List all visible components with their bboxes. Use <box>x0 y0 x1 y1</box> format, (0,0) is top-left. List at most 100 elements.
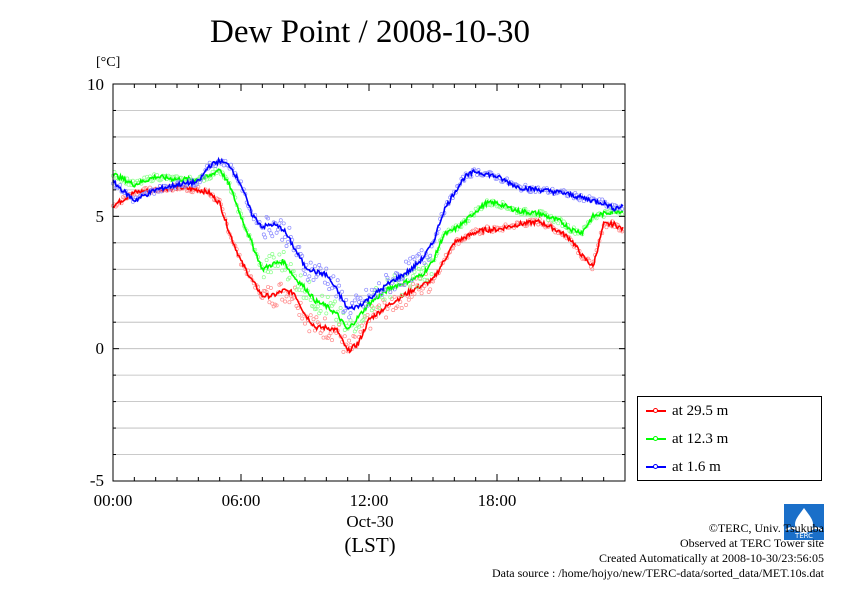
data-point <box>325 295 330 299</box>
data-point <box>421 265 425 270</box>
data-point <box>278 218 283 223</box>
data-point <box>377 281 381 286</box>
data-point <box>202 174 206 179</box>
data-point <box>404 259 408 264</box>
data-point <box>328 331 333 336</box>
data-point <box>419 269 424 274</box>
data-point <box>295 306 300 311</box>
data-point <box>340 289 344 294</box>
data-point <box>385 306 390 311</box>
data-point <box>318 309 323 313</box>
data-point <box>425 277 430 282</box>
data-point <box>297 244 302 249</box>
data-point <box>574 192 579 197</box>
data-point <box>416 267 421 272</box>
data-point <box>287 275 292 280</box>
data-point <box>270 234 275 239</box>
data-point <box>285 239 290 244</box>
data-point <box>313 264 317 269</box>
data-point <box>271 255 276 260</box>
data-point <box>330 338 334 343</box>
data-point <box>266 216 270 221</box>
data-source-text: Data source : /home/hojyo/new/TERC-data/… <box>491 566 824 580</box>
data-point <box>550 186 555 191</box>
x-tick-label-1800: 18:00 <box>477 491 517 510</box>
data-point <box>348 311 353 316</box>
data-point <box>304 296 309 300</box>
y-tick-label-0: 0 <box>95 339 105 358</box>
data-point <box>118 183 123 188</box>
data-point <box>194 182 199 187</box>
data-point <box>267 228 272 233</box>
legend-item-29-5m: at 29.5 m <box>646 400 728 422</box>
data-point <box>229 162 233 167</box>
data-point <box>307 329 312 334</box>
data-point <box>264 258 269 263</box>
data-point <box>419 291 424 296</box>
y-tick-label-5: 5 <box>95 207 105 226</box>
grid-lines <box>113 110 625 455</box>
data-point <box>301 295 306 300</box>
data-point <box>150 178 155 183</box>
data-point <box>377 306 381 311</box>
data-point <box>392 287 397 292</box>
data-point <box>314 315 319 320</box>
data-point <box>388 295 393 300</box>
data-point <box>358 296 363 301</box>
created-text: Created Automatically at 2008-10-30/23:5… <box>599 551 824 565</box>
data-point <box>317 263 322 267</box>
data-point <box>362 314 367 318</box>
data-point <box>408 284 413 289</box>
data-point <box>384 315 389 320</box>
data-point <box>303 321 307 326</box>
data-point <box>322 280 327 285</box>
data-point <box>295 284 300 289</box>
data-point <box>412 269 417 274</box>
data-point <box>261 275 266 280</box>
y-axis-unit-label: [°C] <box>96 55 121 70</box>
data-point <box>371 306 376 311</box>
legend: at 29.5 m at 12.3 m at 1.6 m <box>637 396 822 481</box>
data-point <box>379 292 384 297</box>
data-point <box>418 277 423 282</box>
data-point <box>291 295 296 300</box>
data-point <box>429 272 434 277</box>
data-point <box>577 198 582 203</box>
observed-text: Observed at TERC Tower site <box>679 536 824 550</box>
data-point <box>334 317 339 322</box>
plot-frame <box>112 83 626 482</box>
data-point <box>318 266 323 271</box>
data-point <box>288 262 293 267</box>
data-point <box>284 244 289 248</box>
data-point <box>352 298 357 303</box>
data-point <box>268 270 273 275</box>
data-point <box>322 316 327 321</box>
data-point <box>532 213 536 218</box>
data-point <box>274 230 279 235</box>
data-point <box>422 261 427 266</box>
data-point <box>311 277 316 282</box>
data-point <box>311 317 316 322</box>
data-point <box>342 308 347 313</box>
data-point <box>402 283 407 288</box>
data-point <box>308 298 313 302</box>
data-point <box>354 326 359 331</box>
data-point <box>308 260 313 265</box>
data-point <box>388 290 393 295</box>
data-point <box>159 177 164 182</box>
data-point <box>263 235 268 240</box>
data-point <box>357 324 361 329</box>
data-point <box>404 303 408 307</box>
data-point <box>338 306 343 310</box>
data-point <box>251 217 256 222</box>
data-point <box>307 274 312 279</box>
data-point <box>406 297 411 302</box>
data-point <box>399 293 404 298</box>
data-point <box>325 282 330 287</box>
data-point <box>324 266 329 271</box>
credits: ©TERC, Univ. Tsukuba Observed at TERC To… <box>492 521 824 581</box>
data-point <box>495 225 499 230</box>
data-point <box>337 322 342 326</box>
data-point <box>167 187 172 192</box>
data-point <box>600 197 605 202</box>
